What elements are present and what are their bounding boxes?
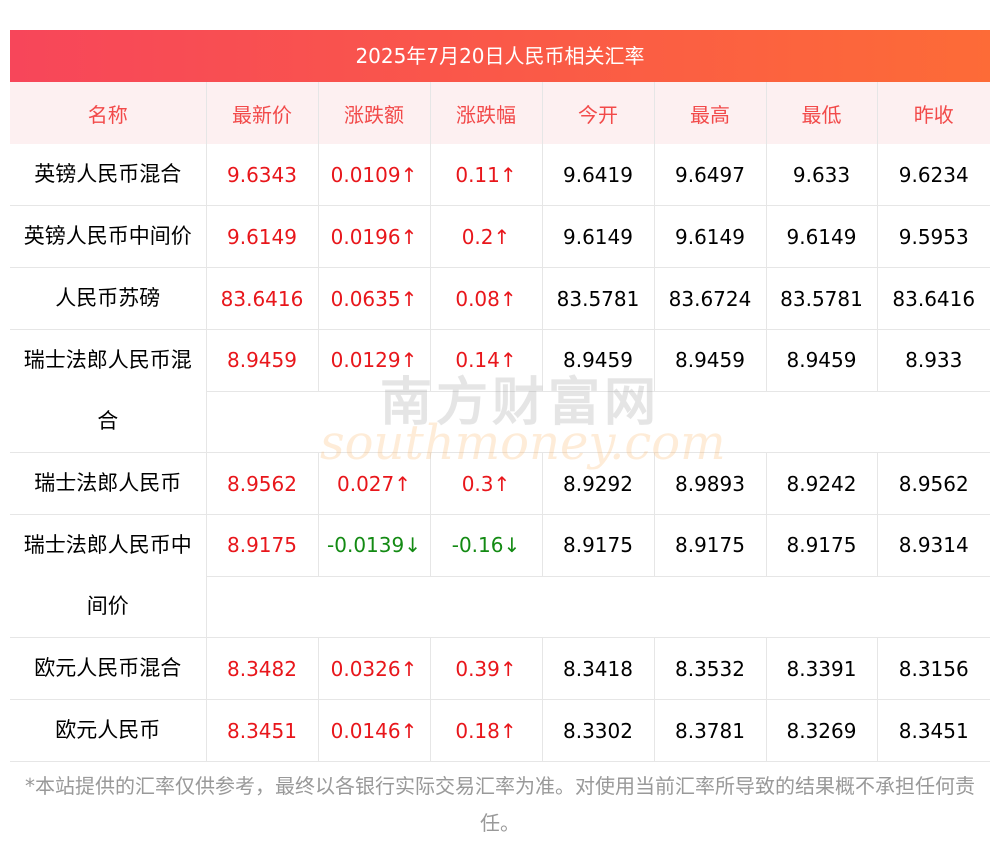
value-cell: 83.5781 [541, 267, 654, 330]
value-cell: 0.11↑ [429, 144, 542, 206]
value-cell: 8.3451 [876, 699, 990, 762]
value-cell: 83.6416 [205, 267, 318, 330]
empty-cell [205, 391, 990, 453]
name-cell: 欧元人民币 [10, 699, 206, 762]
value-cell: 0.18↑ [429, 699, 542, 762]
value-cell: 0.0196↑ [317, 205, 430, 268]
value-cell: 9.6149 [541, 205, 654, 268]
title: 2025年7月20日人民币相关汇率 [10, 30, 990, 82]
footer: *本站提供的汇率仅供参考，最终以各银行实际交易汇率为准。对使用当前汇率所导致的结… [25, 774, 975, 835]
value-cell: 0.14↑ [429, 329, 542, 392]
value-cell: 8.9459 [765, 329, 877, 392]
row: 英镑人民币中间价 9.6149 0.0196↑ 0.2↑ 9.6149 9.6149 9.6… [10, 205, 990, 268]
name-cell: 欧元人民币混合 [10, 637, 206, 700]
value-cell: 8.3482 [205, 637, 318, 700]
value-cell: 0.08↑ [429, 267, 542, 330]
value-cell: -0.0139↓ [317, 514, 430, 577]
value-cell: 8.9459 [541, 329, 654, 392]
value-cell: 8.9175 [765, 514, 877, 577]
row: 英镑人民币混合 9.6343 0.0109↑ 0.11↑ 9.6419 9.6497 9.6… [10, 144, 990, 206]
header-cell: 最低 [765, 82, 877, 144]
header-cell: 最新价 [205, 82, 318, 144]
value-cell: 8.3451 [205, 699, 318, 762]
value-cell: 8.9242 [765, 452, 877, 515]
value-cell: 83.6724 [653, 267, 766, 330]
value-cell: 9.6234 [876, 144, 990, 206]
value-cell: 83.6416 [876, 267, 990, 330]
row: 欧元人民币 8.3451 0.0146↑ 0.18↑ 8.3302 8.3781 8.326… [10, 699, 990, 762]
value-cell: 83.5781 [765, 267, 877, 330]
value-cell: 0.027↑ [317, 452, 430, 515]
name-cell: 瑞士法郎人民币 [10, 452, 206, 515]
header-cell: 昨收 [876, 82, 990, 144]
value-cell: 8.3269 [765, 699, 877, 762]
value-cell: 8.9459 [205, 329, 318, 392]
value-cell: 0.0146↑ [317, 699, 430, 762]
value-cell: 9.6149 [765, 205, 877, 268]
value-cell: 8.9459 [653, 329, 766, 392]
value-cell: 8.9562 [205, 452, 318, 515]
value-cell: 8.3156 [876, 637, 990, 700]
value-cell: 0.0109↑ [317, 144, 430, 206]
value-cell: 8.9314 [876, 514, 990, 577]
value-cell: 8.9175 [205, 514, 318, 577]
row-continuation [10, 576, 990, 638]
name-cell: 英镑人民币混合 [10, 144, 206, 206]
row: 人民币苏磅 83.6416 0.0635↑ 0.08↑ 83.5781 83.6724 83… [10, 267, 990, 330]
value-cell: 0.3↑ [429, 452, 542, 515]
value-cell: 9.6343 [205, 144, 318, 206]
value-cell: 9.6419 [541, 144, 654, 206]
value-cell: 0.39↑ [429, 637, 542, 700]
value-cell: 8.9893 [653, 452, 766, 515]
header-cell: 名称 [10, 82, 206, 144]
empty-cell [205, 576, 990, 638]
value-cell: 8.3391 [765, 637, 877, 700]
name-cell: 瑞士法郎人民币混合 [10, 329, 206, 453]
row-continuation [10, 391, 990, 453]
value-cell: 0.0129↑ [317, 329, 430, 392]
row: 瑞士法郎人民币中间价 8.9175 -0.0139↓ -0.16↓ 8.9175 8.91… [10, 514, 990, 638]
row: 欧元人民币混合 8.3482 0.0326↑ 0.39↑ 8.3418 8.3532 8.3… [10, 637, 990, 700]
value-cell: 8.3532 [653, 637, 766, 700]
row: 瑞士法郎人民币 8.9562 0.027↑ 0.3↑ 8.9292 8.9893 8.924… [10, 452, 990, 515]
rate-table: 名称 最新价 涨跌额 涨跌幅 今开 最高 最低 昨收 英镑人民币混合 9.6343 0.0109↑… [10, 82, 990, 762]
value-cell: 8.9175 [653, 514, 766, 577]
value-cell: 9.633 [765, 144, 877, 206]
header-cell: 涨跌幅 [429, 82, 542, 144]
value-cell: 0.0635↑ [317, 267, 430, 330]
header-row: 名称 最新价 涨跌额 涨跌幅 今开 最高 最低 昨收 [10, 82, 990, 144]
value-cell: 0.0326↑ [317, 637, 430, 700]
value-cell: 8.3418 [541, 637, 654, 700]
value-cell: 0.2↑ [429, 205, 542, 268]
row: 瑞士法郎人民币混合 8.9459 0.0129↑ 0.14↑ 8.9459 8.9459 8… [10, 329, 990, 453]
header-cell: 最高 [653, 82, 766, 144]
value-cell: 8.9562 [876, 452, 990, 515]
header-cell: 今开 [541, 82, 654, 144]
value-cell: 8.9292 [541, 452, 654, 515]
value-cell: 9.5953 [876, 205, 990, 268]
name-cell: 瑞士法郎人民币中间价 [10, 514, 206, 638]
value-cell: 8.3302 [541, 699, 654, 762]
name-cell: 人民币苏磅 [10, 267, 206, 330]
value-cell: 9.6149 [205, 205, 318, 268]
value-cell: 9.6149 [653, 205, 766, 268]
value-cell: 8.9175 [541, 514, 654, 577]
name-cell: 英镑人民币中间价 [10, 205, 206, 268]
header-cell: 涨跌额 [317, 82, 430, 144]
value-cell: -0.16↓ [429, 514, 542, 577]
value-cell: 9.6497 [653, 144, 766, 206]
value-cell: 8.933 [876, 329, 990, 392]
value-cell: 8.3781 [653, 699, 766, 762]
